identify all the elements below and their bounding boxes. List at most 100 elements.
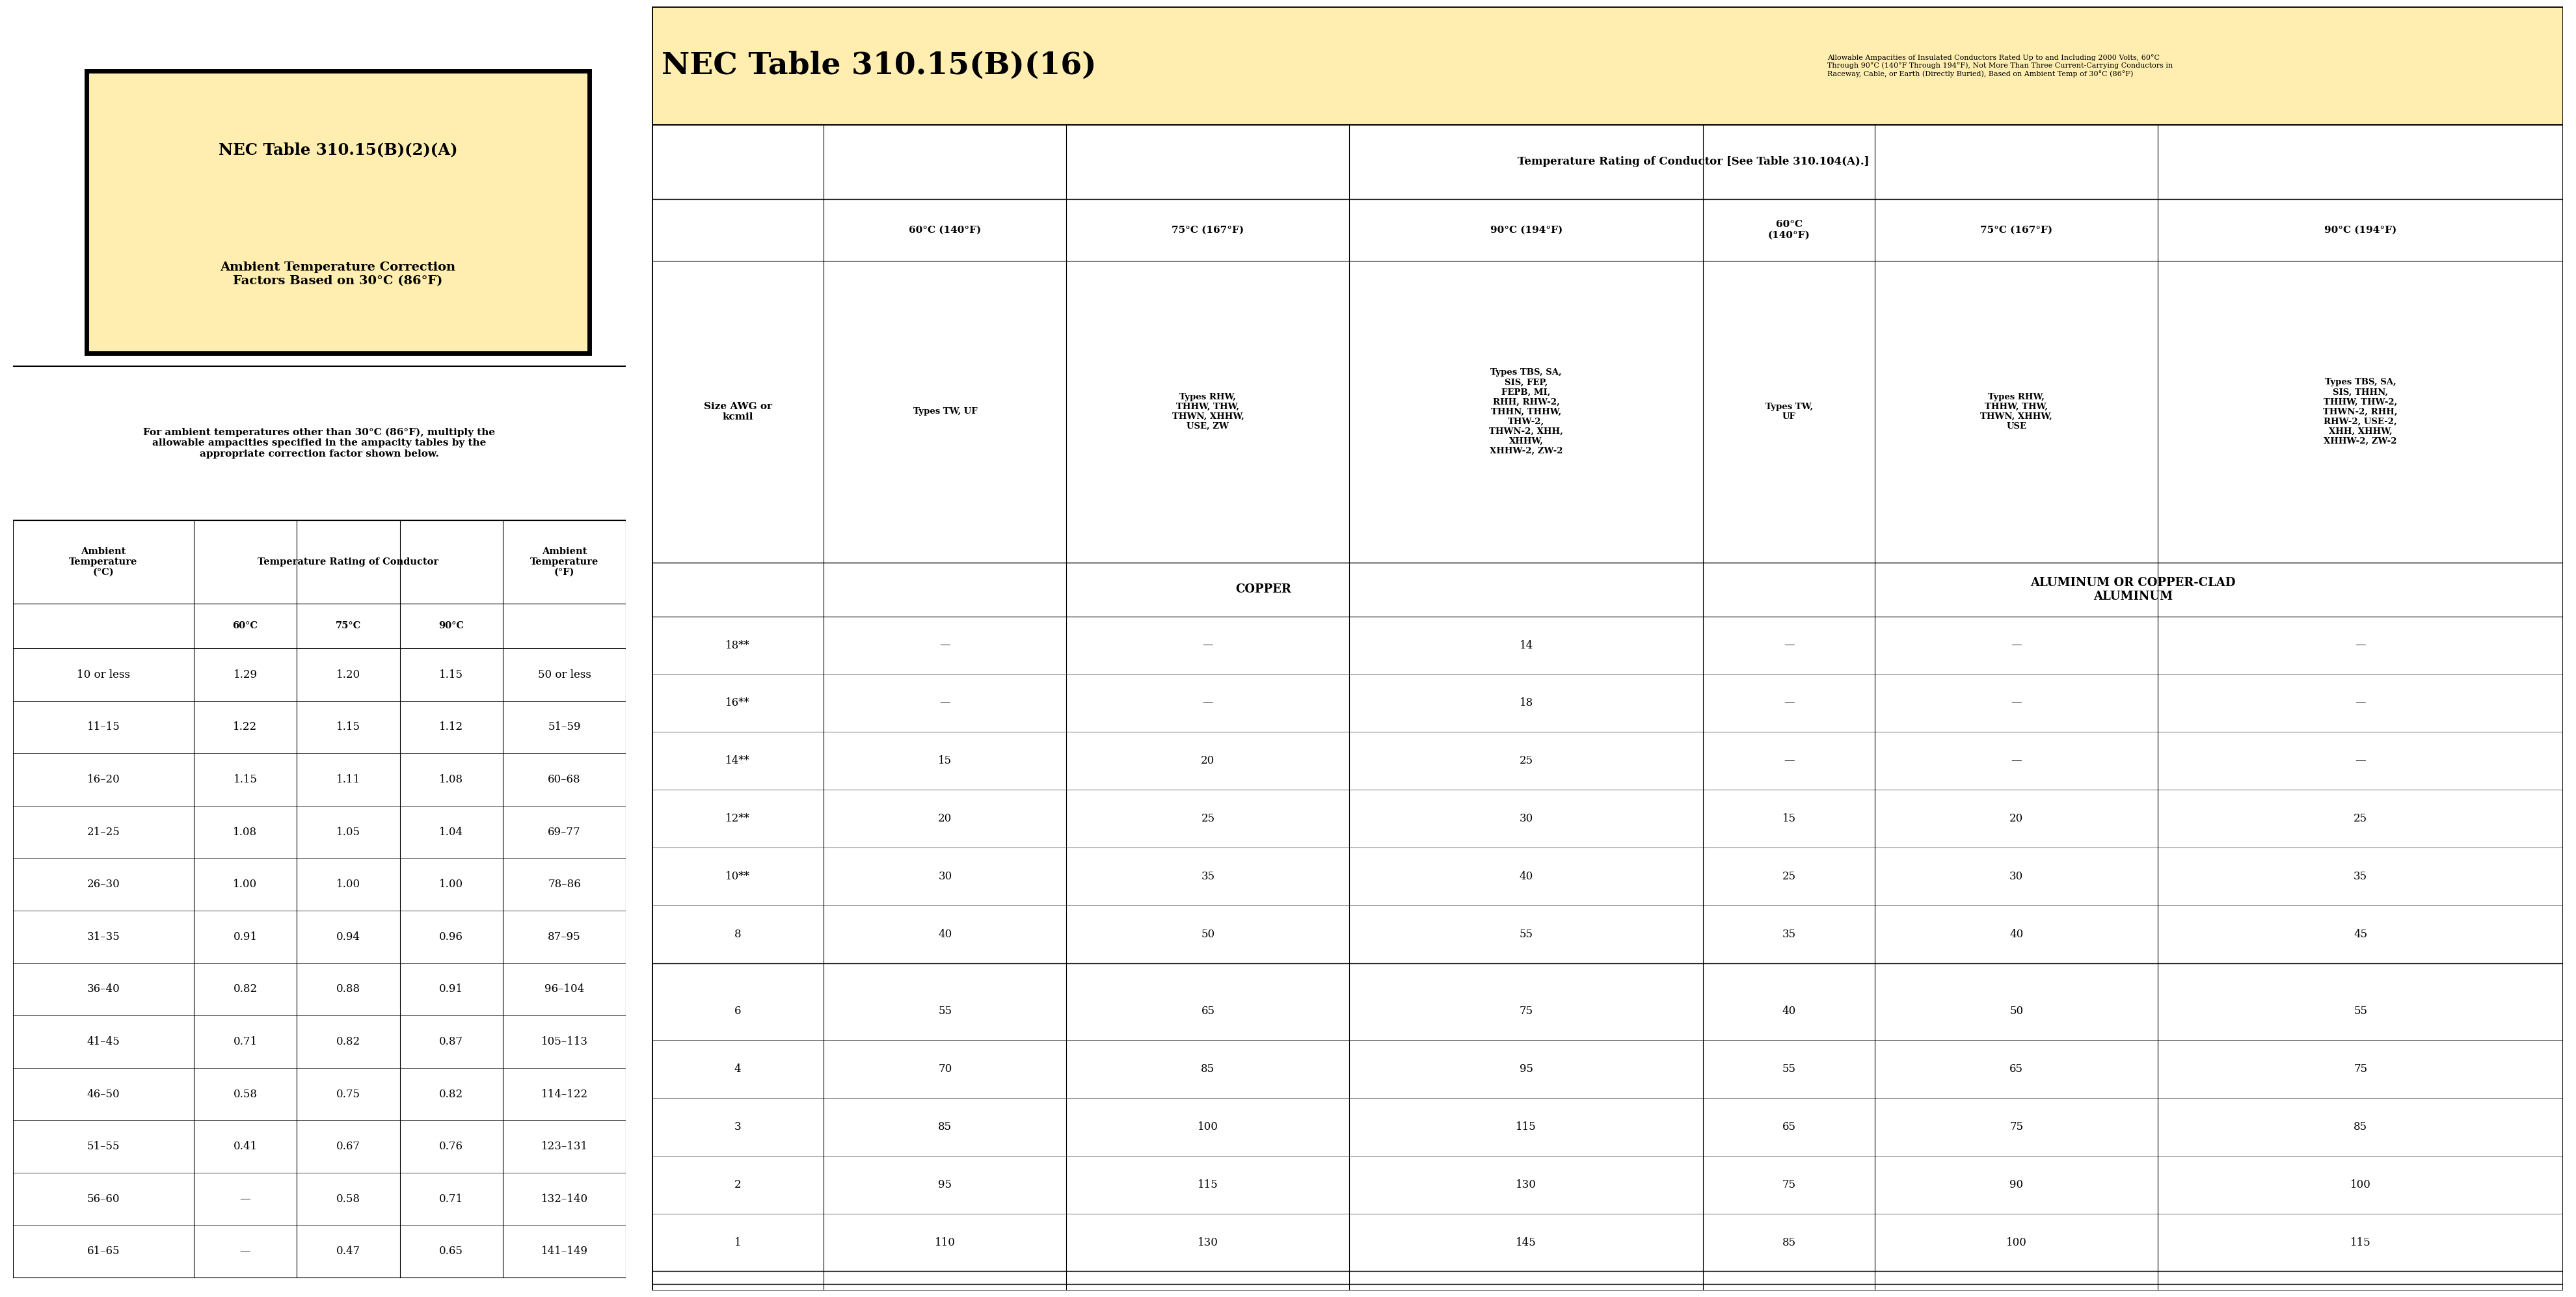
Text: 51–55: 51–55 xyxy=(88,1141,118,1152)
Text: —: — xyxy=(1783,698,1795,708)
Text: 10**: 10** xyxy=(726,870,750,882)
Text: —: — xyxy=(240,1246,250,1257)
Text: 130: 130 xyxy=(1515,1179,1535,1191)
Text: 10 or less: 10 or less xyxy=(77,669,129,680)
Text: 35: 35 xyxy=(1200,870,1216,882)
Text: 75: 75 xyxy=(1783,1179,1795,1191)
Text: 0.75: 0.75 xyxy=(337,1088,361,1100)
Text: 40: 40 xyxy=(1783,1005,1795,1017)
Text: 35: 35 xyxy=(2354,870,2367,882)
Text: 0.87: 0.87 xyxy=(438,1036,464,1047)
Text: NEC Table 310.15(B)(2)(A): NEC Table 310.15(B)(2)(A) xyxy=(219,141,459,158)
Text: 0.71: 0.71 xyxy=(234,1036,258,1047)
Text: —: — xyxy=(2354,755,2365,767)
Text: 1.08: 1.08 xyxy=(438,774,464,785)
Text: 60°C
(140°F): 60°C (140°F) xyxy=(1767,220,1811,240)
Text: 75: 75 xyxy=(1520,1005,1533,1017)
Text: NEC Table 310.15(B)(16): NEC Table 310.15(B)(16) xyxy=(662,51,1097,80)
Text: 90°C (194°F): 90°C (194°F) xyxy=(2324,226,2396,235)
Text: 75°C: 75°C xyxy=(335,621,361,630)
Text: 30: 30 xyxy=(1520,813,1533,824)
Text: 105–113: 105–113 xyxy=(541,1036,587,1047)
Text: 35: 35 xyxy=(1783,929,1795,940)
Text: 15: 15 xyxy=(1783,813,1795,824)
Text: 96–104: 96–104 xyxy=(544,983,585,995)
Text: —: — xyxy=(2012,755,2022,767)
Text: 110: 110 xyxy=(935,1237,956,1248)
Text: 61–65: 61–65 xyxy=(88,1246,118,1257)
Text: ALUMINUM OR COPPER-CLAD
ALUMINUM: ALUMINUM OR COPPER-CLAD ALUMINUM xyxy=(2030,577,2236,602)
Text: 1.08: 1.08 xyxy=(234,826,258,838)
Text: 1.05: 1.05 xyxy=(337,826,361,838)
Text: 1.29: 1.29 xyxy=(234,669,258,680)
Text: 69–77: 69–77 xyxy=(549,826,580,838)
Text: 85: 85 xyxy=(1200,1064,1216,1074)
Text: Temperature Rating of Conductor: Temperature Rating of Conductor xyxy=(258,558,438,567)
Text: 75°C (167°F): 75°C (167°F) xyxy=(1981,226,2053,235)
Text: 41–45: 41–45 xyxy=(88,1036,121,1047)
Text: 25: 25 xyxy=(1783,870,1795,882)
Text: 0.82: 0.82 xyxy=(438,1088,464,1100)
Text: 75°C (167°F): 75°C (167°F) xyxy=(1172,226,1244,235)
Text: 51–59: 51–59 xyxy=(549,721,580,733)
Text: 90: 90 xyxy=(2009,1179,2022,1191)
Text: 18**: 18** xyxy=(726,639,750,651)
Text: 100: 100 xyxy=(1198,1122,1218,1132)
Text: 2: 2 xyxy=(734,1179,742,1191)
Text: 11–15: 11–15 xyxy=(88,721,121,733)
Text: 75: 75 xyxy=(2009,1122,2022,1132)
Text: 40: 40 xyxy=(2009,929,2022,940)
Text: 115: 115 xyxy=(2349,1237,2370,1248)
Text: —: — xyxy=(2012,639,2022,651)
Text: 0.91: 0.91 xyxy=(234,931,258,943)
Text: —: — xyxy=(2354,698,2365,708)
Text: 0.94: 0.94 xyxy=(337,931,361,943)
FancyBboxPatch shape xyxy=(88,71,590,353)
Text: 1.20: 1.20 xyxy=(335,669,361,680)
Text: 85: 85 xyxy=(938,1122,953,1132)
Text: 115: 115 xyxy=(1198,1179,1218,1191)
Text: 100: 100 xyxy=(2007,1237,2027,1248)
Text: 14: 14 xyxy=(1520,639,1533,651)
Text: 85: 85 xyxy=(2354,1122,2367,1132)
Text: 16**: 16** xyxy=(726,698,750,708)
Text: 26–30: 26–30 xyxy=(88,879,121,890)
Text: Allowable Ampacities of Insulated Conductors Rated Up to and Including 2000 Volt: Allowable Ampacities of Insulated Conduc… xyxy=(1826,53,2172,78)
Text: 1.11: 1.11 xyxy=(335,774,361,785)
Text: 50: 50 xyxy=(2009,1005,2022,1017)
Text: 1.00: 1.00 xyxy=(335,879,361,890)
Text: Types TBS, SA,
SIS, THHN,
THHW, THW-2,
THWN-2, RHH,
RHW-2, USE-2,
XHH, XHHW,
XHH: Types TBS, SA, SIS, THHN, THHW, THW-2, T… xyxy=(2324,379,2398,445)
Text: 3: 3 xyxy=(734,1122,742,1132)
Text: —: — xyxy=(2012,698,2022,708)
Text: 0.41: 0.41 xyxy=(234,1141,258,1152)
Text: 95: 95 xyxy=(938,1179,953,1191)
Text: 18: 18 xyxy=(1520,698,1533,708)
Text: 90°C (194°F): 90°C (194°F) xyxy=(1489,226,1564,235)
Text: 65: 65 xyxy=(1783,1122,1795,1132)
Text: 30: 30 xyxy=(2009,870,2022,882)
Text: COPPER: COPPER xyxy=(1236,584,1291,595)
Text: 145: 145 xyxy=(1515,1237,1535,1248)
Text: 4: 4 xyxy=(734,1064,742,1074)
Text: 16–20: 16–20 xyxy=(88,774,121,785)
Text: 0.82: 0.82 xyxy=(335,1036,361,1047)
Text: 1: 1 xyxy=(734,1237,742,1248)
Text: 75: 75 xyxy=(2354,1064,2367,1074)
Text: 0.65: 0.65 xyxy=(440,1246,464,1257)
Text: 0.58: 0.58 xyxy=(337,1193,361,1205)
Text: 0.82: 0.82 xyxy=(234,983,258,995)
Text: 85: 85 xyxy=(1783,1237,1795,1248)
Text: 90°C: 90°C xyxy=(438,621,464,630)
Text: 21–25: 21–25 xyxy=(88,826,121,838)
Text: 132–140: 132–140 xyxy=(541,1193,587,1205)
Text: 1.12: 1.12 xyxy=(438,721,464,733)
Text: 1.00: 1.00 xyxy=(234,879,258,890)
Text: 20: 20 xyxy=(1200,755,1216,767)
Text: 20: 20 xyxy=(2009,813,2022,824)
Text: 0.58: 0.58 xyxy=(234,1088,258,1100)
Text: 15: 15 xyxy=(938,755,953,767)
Text: —: — xyxy=(1783,639,1795,651)
Text: 40: 40 xyxy=(1520,870,1533,882)
Text: 40: 40 xyxy=(938,929,953,940)
Text: 123–131: 123–131 xyxy=(541,1141,587,1152)
